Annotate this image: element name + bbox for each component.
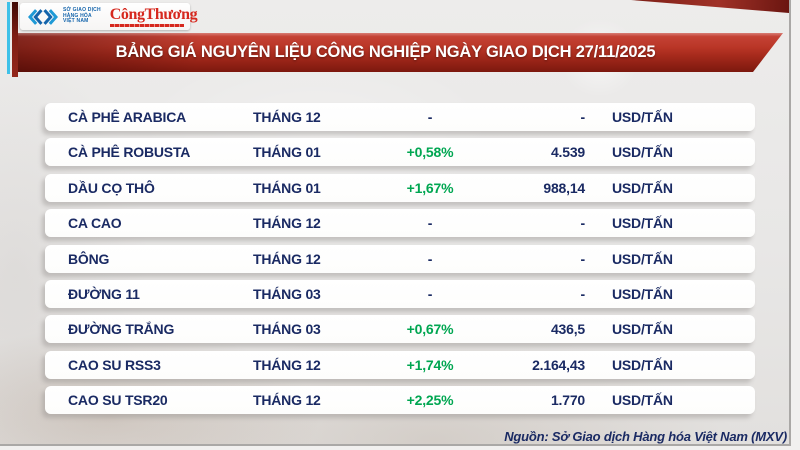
mxv-logo-text: SỞ GIAO DỊCH HÀNG HÓA VIỆT NAM [63, 7, 101, 25]
contract-month-cell: THÁNG 01 [253, 144, 321, 161]
price-cell: - [580, 215, 586, 232]
congthuong-tagline-bar [109, 23, 184, 27]
unit-cell: USD/TẤN [612, 285, 673, 302]
table-row: CAO SU RSS3 THÁNG 12 +1,74% 2.164,43 USD… [45, 350, 755, 379]
infographic-page: SỞ GIAO DỊCH HÀNG HÓA VIỆT NAM CôngThươn… [0, 0, 791, 446]
contract-month-cell: THÁNG 12 [253, 109, 321, 125]
commodity-name-cell: CÀ PHÊ ROBUSTA [68, 144, 191, 161]
percent-change-cell: +1,67% [406, 179, 454, 196]
price-cell: - [580, 285, 586, 302]
price-cell: 988,14 [543, 179, 585, 196]
table-row: DẦU CỌ THÔ THÁNG 01 +1,67% 988,14 USD/TẤ… [45, 173, 755, 202]
commodity-name-cell: BÔNG [68, 250, 110, 267]
percent-change-cell: - [427, 109, 433, 125]
unit-cell: USD/TẤN [612, 356, 673, 373]
contract-month-cell: THÁNG 12 [253, 356, 321, 373]
unit-cell: USD/TẤN [612, 215, 673, 232]
unit-cell: USD/TẤN [612, 321, 673, 338]
table-row: CÀ PHÊ ARABICA THÁNG 12 - - USD/TẤN [45, 103, 755, 131]
commodity-name-cell: CÀ PHÊ ARABICA [68, 109, 187, 125]
unit-cell: USD/TẤN [612, 179, 673, 196]
percent-change-cell: +0,67% [406, 321, 454, 338]
commodity-name-cell: DẦU CỌ THÔ [68, 179, 155, 196]
contract-month-cell: THÁNG 12 [253, 250, 321, 267]
table-row: CA CAO THÁNG 12 - - USD/TẤN [45, 209, 755, 238]
contract-month-cell: THÁNG 03 [253, 285, 321, 302]
contract-month-cell: THÁNG 01 [253, 179, 321, 196]
commodity-name-cell: ĐƯỜNG 11 [68, 285, 140, 302]
commodity-name-cell: CAO SU TSR20 [68, 392, 168, 409]
commodity-name-cell: CA CAO [68, 215, 122, 232]
unit-cell: USD/TẤN [612, 144, 673, 161]
price-cell: 4.539 [550, 144, 585, 161]
unit-cell: USD/TẤN [612, 250, 673, 267]
table-row: CAO SU TSR20 THÁNG 12 +2,25% 1.770 USD/T… [45, 386, 755, 415]
congthuong-logo-text: CôngThương [109, 5, 198, 23]
table-row: BÔNG THÁNG 12 - - USD/TẤN [45, 244, 755, 273]
top-right-backdrop-wedge [631, 0, 789, 13]
percent-change-cell: +0,58% [406, 144, 454, 161]
left-accent-stripe-cyan [7, 2, 10, 74]
page-title: BẢNG GIÁ NGUYÊN LIỆU CÔNG NGHIỆP NGÀY GI… [115, 43, 656, 61]
percent-change-cell: - [427, 285, 433, 302]
price-cell: 1.770 [550, 392, 585, 409]
table-row: ĐƯỜNG 11 THÁNG 03 - - USD/TẤN [45, 279, 755, 308]
unit-cell: USD/TẤN [612, 392, 673, 409]
price-cell: 436,5 [550, 321, 585, 338]
unit-cell: USD/TẤN [612, 109, 673, 125]
percent-change-cell: +1,74% [406, 356, 454, 373]
price-cell: - [580, 109, 586, 125]
commodity-name-cell: ĐƯỜNG TRẮNG [68, 321, 175, 338]
price-cell: 2.164,43 [532, 356, 585, 373]
percent-change-cell: - [427, 215, 433, 232]
price-table: CÀ PHÊ ARABICA THÁNG 12 - - USD/TẤN CÀ P… [45, 103, 755, 415]
mxv-logo-icon [28, 8, 58, 25]
contract-month-cell: THÁNG 12 [253, 215, 321, 232]
percent-change-cell: +2,25% [406, 392, 454, 409]
commodity-name-cell: CAO SU RSS3 [68, 356, 161, 373]
congthuong-logo: CôngThương [109, 5, 198, 27]
table-row: ĐƯỜNG TRẮNG THÁNG 03 +0,67% 436,5 USD/TẤ… [45, 315, 755, 344]
logo-plate: SỞ GIAO DỊCH HÀNG HÓA VIỆT NAM CôngThươn… [20, 3, 198, 30]
contract-month-cell: THÁNG 03 [253, 321, 321, 338]
source-note: Nguồn: Sở Giao dịch Hàng hóa Việt Nam (M… [504, 429, 787, 444]
title-banner: BẢNG GIÁ NGUYÊN LIỆU CÔNG NGHIỆP NGÀY GI… [18, 33, 783, 72]
percent-change-cell: - [427, 250, 433, 267]
price-cell: - [580, 250, 586, 267]
contract-month-cell: THÁNG 12 [253, 392, 321, 409]
left-accent-stripe-maroon [12, 2, 18, 77]
table-row: CÀ PHÊ ROBUSTA THÁNG 01 +0,58% 4.539 USD… [45, 138, 755, 167]
